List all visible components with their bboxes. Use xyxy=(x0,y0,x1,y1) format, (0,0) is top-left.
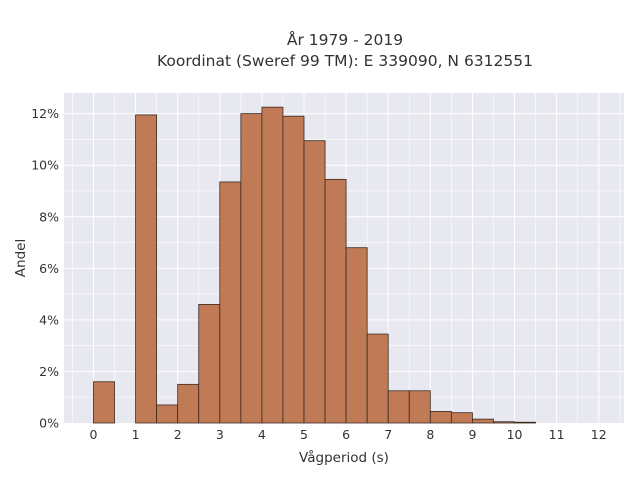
x-tick-label: 7 xyxy=(384,427,392,442)
bar-7 xyxy=(261,106,284,424)
bar-17 xyxy=(472,418,494,424)
bar-1 xyxy=(135,114,158,424)
y-tick-label: 0% xyxy=(39,416,59,431)
bar-10 xyxy=(324,178,347,424)
bar-11 xyxy=(345,247,368,424)
x-tick-label: 4 xyxy=(258,427,266,442)
y-tick-label: 12% xyxy=(31,106,59,121)
y-axis-label: Andel xyxy=(13,239,29,277)
x-tick-label: 9 xyxy=(468,427,476,442)
bar-19 xyxy=(514,421,536,424)
bar-0 xyxy=(93,381,115,424)
y-tick-label: 10% xyxy=(31,158,59,173)
x-tick-label: 2 xyxy=(174,427,182,442)
x-tick-label: 8 xyxy=(426,427,434,442)
bars xyxy=(93,106,536,424)
x-tick-label: 11 xyxy=(549,427,565,442)
bar-12 xyxy=(366,333,389,424)
x-axis-ticks: 0 1 2 3 4 5 6 7 8 9 10 11 12 xyxy=(89,427,606,442)
bar-9 xyxy=(303,140,326,424)
bar-14 xyxy=(408,390,431,424)
bar-2 xyxy=(156,404,179,424)
bar-6 xyxy=(240,113,263,424)
y-tick-label: 4% xyxy=(39,312,59,327)
bar-4 xyxy=(198,304,221,424)
chart-title-line2: Koordinat (Sweref 99 TM): E 339090, N 63… xyxy=(157,52,533,70)
bar-16 xyxy=(450,412,473,424)
x-tick-label: 5 xyxy=(300,427,308,442)
x-tick-label: 12 xyxy=(591,427,607,442)
bar-18 xyxy=(493,421,515,424)
y-tick-label: 2% xyxy=(39,364,59,379)
bar-15 xyxy=(429,410,452,424)
bar-13 xyxy=(387,390,410,424)
bar-5 xyxy=(219,181,242,424)
x-axis-label: Vågperiod (s) xyxy=(299,449,389,466)
x-tick-label: 6 xyxy=(342,427,350,442)
x-tick-label: 1 xyxy=(132,427,140,442)
x-tick-label: 10 xyxy=(507,427,523,442)
y-tick-label: 8% xyxy=(39,209,59,224)
x-tick-label: 3 xyxy=(216,427,224,442)
y-tick-label: 6% xyxy=(39,261,59,276)
x-tick-label: 0 xyxy=(89,427,97,442)
y-axis-ticks: 0% 2% 4% 6% 8% 10% 12% xyxy=(31,106,59,430)
bar-8 xyxy=(282,115,305,424)
bar-3 xyxy=(177,383,200,424)
chart-title-line1: År 1979 - 2019 xyxy=(287,30,403,49)
